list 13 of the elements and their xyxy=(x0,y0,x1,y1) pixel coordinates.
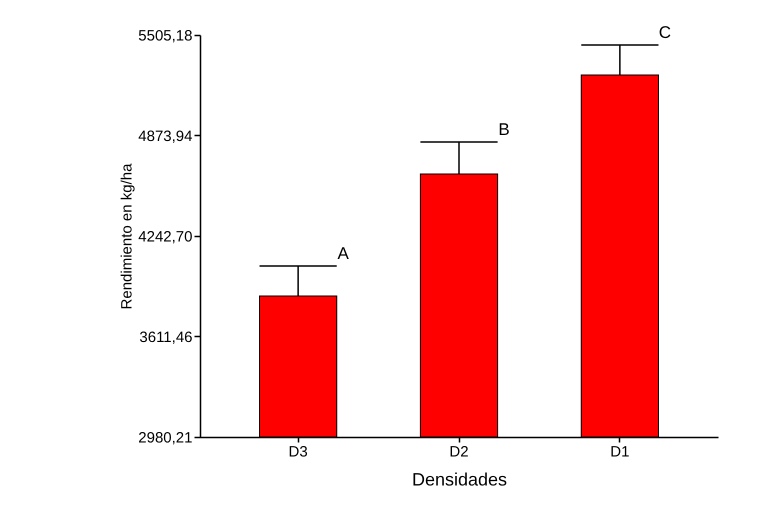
y-tick-label: 3611,46 xyxy=(139,329,192,346)
x-axis-title: Densidades xyxy=(412,470,508,490)
x-tick-label: D1 xyxy=(610,444,630,460)
annotation: C xyxy=(658,23,672,42)
x-tick-label: D3 xyxy=(288,444,308,460)
y-tick-label: 2980,21 xyxy=(138,430,192,446)
y-tick-label: 4873,94 xyxy=(138,128,192,145)
annotation: A xyxy=(337,244,350,264)
annotation: B xyxy=(498,120,510,140)
y-tick-label: 4242,70 xyxy=(138,228,192,246)
y-axis-title: Rendimiento en kg/ha xyxy=(118,162,136,310)
x-tick-label: D2 xyxy=(449,444,469,460)
y-tick-label: 5505,18 xyxy=(138,28,192,44)
